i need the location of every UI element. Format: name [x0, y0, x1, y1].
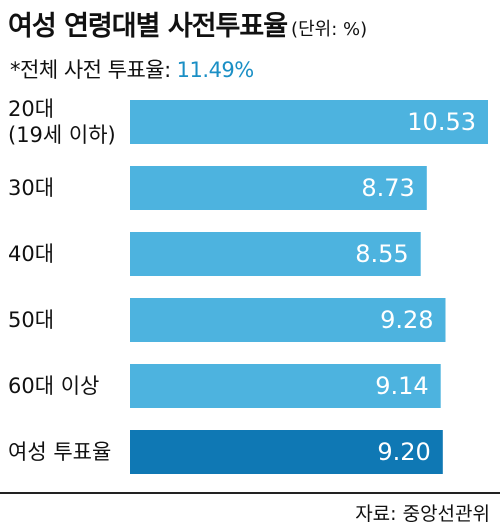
- value-label-5: 9.14: [375, 372, 428, 400]
- chart-title: 여성 연령대별 사전투표율: [8, 11, 288, 42]
- value-label-2: 8.73: [361, 174, 414, 202]
- category-label-2: 30대: [8, 176, 54, 200]
- bar-2: [130, 166, 427, 210]
- value-label-1: 10.53: [407, 108, 476, 136]
- category-label-5: 60대 이상: [8, 374, 99, 398]
- bar-5: [130, 364, 441, 408]
- bottom-rule: [0, 492, 500, 494]
- category-label-4: 50대: [8, 308, 54, 332]
- unit-label: (단위: %): [291, 19, 368, 40]
- source-note: 자료: 중앙선관위: [355, 503, 490, 525]
- bar-4: [130, 298, 446, 342]
- bar-6: [130, 430, 443, 474]
- overall-turnout-label: *전체 사전 투표율:: [10, 58, 171, 82]
- category-label-3: 40대: [8, 242, 54, 266]
- value-label-4: 9.28: [380, 306, 433, 334]
- category-label-6: 여성 투표율: [8, 440, 111, 464]
- value-label-3: 8.55: [355, 240, 408, 268]
- value-label-6: 9.20: [377, 438, 430, 466]
- bar-chart: 10.53 20대(19세 이하) 8.73 30대 8.55 40대 9.28 50대 9.1…: [8, 97, 488, 474]
- overall-turnout-value: 11.49%: [176, 58, 255, 82]
- bar-1: [130, 100, 488, 144]
- category-label-1-line-2: (19세 이하): [8, 123, 116, 147]
- overall-turnout-note: *전체 사전 투표율: 11.49%: [10, 54, 254, 84]
- category-label-1-line-1: 20대: [8, 97, 54, 121]
- bar-3: [130, 232, 421, 276]
- chart-title-block: 여성 연령대별 사전투표율 (단위: %): [8, 4, 367, 43]
